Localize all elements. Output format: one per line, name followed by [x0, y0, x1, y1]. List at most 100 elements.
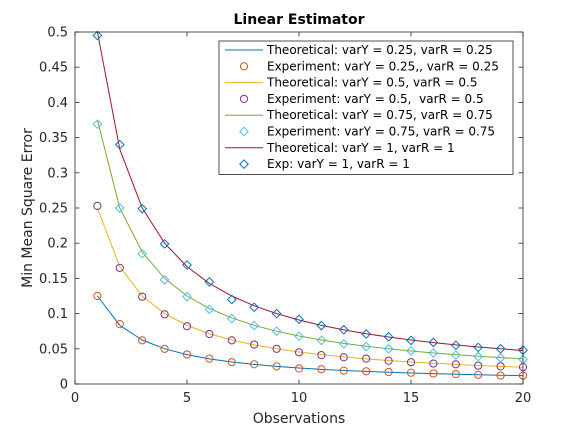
- data-point: [362, 354, 371, 363]
- data-point: [338, 324, 349, 335]
- x-tick-label: 10: [291, 391, 308, 406]
- y-tick-label: 0.05: [39, 342, 68, 357]
- legend-label: Theoretical: varY = 0.75, varR = 0.75: [266, 108, 493, 122]
- data-point: [227, 336, 236, 345]
- legend-entry: Experiment: varY = 0.75, varR = 0.75: [239, 125, 495, 139]
- data-point: [204, 277, 215, 287]
- data-point: [271, 326, 282, 337]
- data-point: [429, 359, 438, 368]
- data-point: [205, 329, 214, 339]
- legend-entry: Theoretical: varY = 0.75, varR = 0.75: [225, 108, 493, 122]
- data-point: [93, 291, 102, 301]
- y-tick-label: 0.5: [47, 26, 68, 41]
- data-point: [250, 360, 259, 369]
- data-point: [114, 203, 125, 213]
- data-point: [182, 322, 192, 331]
- y-axis-label: Min Mean Square Error: [20, 128, 36, 288]
- data-point: [227, 358, 236, 367]
- legend-entry: Exp: varY = 1, varR = 1: [239, 157, 410, 171]
- chart-title: Linear Estimator: [233, 12, 364, 28]
- x-tick-label: 0: [71, 391, 79, 406]
- data-point: [428, 348, 439, 358]
- data-point: [137, 248, 148, 259]
- data-point: [160, 344, 169, 353]
- data-point: [204, 304, 215, 315]
- legend-label: Theoretical: varY = 0.25, varR = 0.25: [266, 43, 493, 57]
- axes-layer: 0 5 10 15 20 0 0.05 0.1 0.15 0.2 0.25 0.3 0.35 0.4 0.4…: [39, 26, 531, 407]
- legend-label: Experiment: varY = 0.75, varR = 0.75: [267, 125, 495, 139]
- y-tick-label: 0.15: [39, 272, 68, 287]
- data-point: [115, 263, 124, 272]
- data-point: [317, 351, 326, 360]
- legend-label: Experiment: varY = 0.25,, varR = 0.25: [267, 59, 499, 73]
- legend-entry: Theoretical: varY = 0.5, varR = 0.5: [225, 76, 478, 90]
- legend-marker-swatch: [239, 94, 249, 104]
- y-tick-label: 0.35: [39, 131, 68, 146]
- data-point: [474, 361, 483, 370]
- y-tick-label: 0.3: [47, 166, 68, 181]
- data-point: [92, 119, 103, 130]
- data-point: [294, 314, 304, 325]
- data-point: [473, 342, 484, 353]
- data-point: [496, 371, 505, 380]
- data-point: [473, 351, 484, 362]
- data-point: [159, 238, 170, 249]
- data-point: [450, 340, 461, 351]
- data-point: [226, 294, 237, 305]
- data-point: [138, 336, 147, 345]
- data-point: [383, 343, 394, 354]
- data-point: [226, 313, 237, 324]
- data-point: [114, 139, 125, 150]
- data-point: [406, 358, 416, 367]
- legend-box: [218, 40, 514, 175]
- data-point: [182, 260, 192, 270]
- legend-label: Theoretical: varY = 0.5, varR = 0.5: [266, 76, 478, 90]
- data-point: [316, 335, 327, 346]
- legend-label: Theoretical: varY = 1, varR = 1: [266, 141, 455, 155]
- data-point: [495, 343, 506, 354]
- data-point: [451, 370, 460, 379]
- data-point: [384, 356, 393, 365]
- legend-entry: Theoretical: varY = 1, varR = 1: [225, 141, 455, 155]
- data-point: [294, 331, 304, 342]
- legend: Theoretical: varY = 0.25, varR = 0.25 Exp…: [218, 40, 514, 175]
- x-axis-label: Observations: [253, 411, 346, 427]
- legend-marker-swatch: [239, 159, 249, 170]
- data-point: [160, 310, 169, 319]
- data-point: [406, 368, 416, 377]
- data-point: [406, 346, 416, 356]
- y-tick-label: 0.25: [39, 202, 68, 217]
- data-point: [115, 320, 124, 329]
- data-point: [450, 350, 461, 361]
- legend-entry: Experiment: varY = 0.5, varR = 0.5: [239, 92, 484, 106]
- data-point: [451, 360, 460, 369]
- y-tick-label: 0.4: [47, 96, 68, 111]
- x-tick-label: 5: [183, 391, 191, 406]
- legend-label: Experiment: varY = 0.5, varR = 0.5: [267, 92, 484, 106]
- series-6: [92, 119, 528, 365]
- data-point: [429, 369, 438, 378]
- data-point: [361, 329, 372, 339]
- data-point: [361, 341, 372, 352]
- data-point: [93, 201, 102, 210]
- data-point: [339, 353, 348, 362]
- y-tick-label: 0.1: [47, 307, 68, 322]
- data-point: [495, 353, 506, 363]
- y-tick-label: 0.45: [39, 61, 68, 76]
- data-point: [384, 367, 393, 377]
- legend-entry: Theoretical: varY = 0.25, varR = 0.25: [225, 43, 493, 57]
- x-tick-label: 20: [515, 391, 532, 406]
- data-point: [383, 331, 394, 342]
- data-point: [339, 366, 348, 375]
- legend-label: Exp: varY = 1, varR = 1: [267, 157, 410, 171]
- data-point: [317, 365, 326, 374]
- data-point: [249, 320, 260, 331]
- data-point: [294, 348, 304, 357]
- data-point: [249, 302, 260, 313]
- legend-marker-swatch: [239, 62, 249, 71]
- data-point: [428, 337, 439, 348]
- data-point: [406, 335, 416, 346]
- series-2: [93, 291, 528, 380]
- x-tick-label: 15: [403, 391, 420, 406]
